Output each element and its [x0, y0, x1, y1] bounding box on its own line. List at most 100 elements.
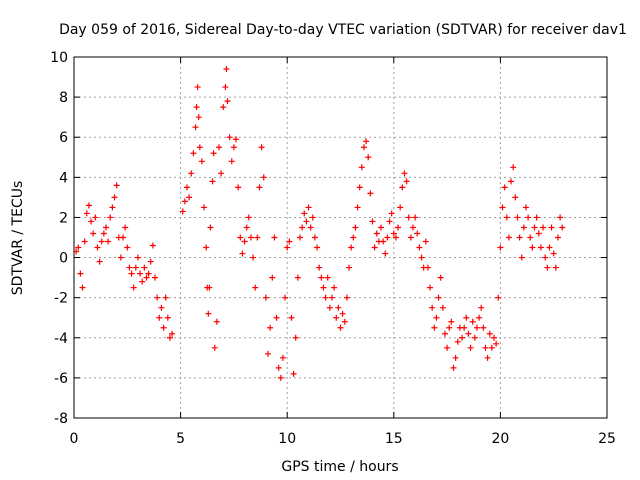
- y-tick-label: -6: [54, 371, 68, 387]
- data-points: [73, 66, 566, 381]
- y-tick-label: -8: [54, 411, 68, 427]
- data-point: [386, 218, 393, 225]
- data-point: [83, 210, 90, 217]
- data-point: [527, 234, 534, 241]
- data-point: [309, 214, 316, 221]
- data-point: [537, 244, 544, 251]
- data-point: [503, 214, 510, 221]
- data-point: [250, 254, 257, 261]
- data-point: [550, 250, 557, 257]
- data-point: [162, 294, 169, 301]
- data-point: [395, 224, 402, 231]
- data-point: [510, 164, 517, 171]
- data-point: [188, 170, 195, 177]
- data-point: [356, 184, 363, 191]
- data-point: [120, 234, 127, 241]
- data-point: [113, 182, 120, 189]
- data-point: [145, 270, 152, 277]
- data-point: [213, 318, 220, 325]
- axis-ticks: [73, 56, 608, 419]
- data-point: [75, 244, 82, 251]
- chart-title: Day 059 of 2016, Sidereal Day-to-day VTE…: [59, 22, 627, 38]
- data-point: [209, 178, 216, 185]
- data-point: [484, 354, 491, 361]
- data-point: [392, 234, 399, 241]
- data-point: [211, 344, 218, 351]
- data-point: [288, 314, 295, 321]
- data-point: [152, 274, 159, 281]
- data-point: [243, 224, 250, 231]
- data-point: [169, 330, 176, 337]
- y-tick-label: 2: [59, 210, 68, 226]
- data-point: [435, 294, 442, 301]
- data-point: [195, 114, 202, 121]
- data-point: [378, 224, 385, 231]
- data-point: [124, 244, 131, 251]
- data-point: [160, 324, 167, 331]
- data-point: [486, 330, 493, 337]
- data-point: [467, 344, 474, 351]
- data-point: [128, 270, 135, 277]
- data-point: [303, 218, 310, 225]
- data-point: [201, 204, 208, 211]
- data-point: [109, 204, 116, 211]
- data-point: [218, 170, 225, 177]
- data-point: [380, 238, 387, 245]
- data-point: [318, 274, 325, 281]
- data-point: [275, 364, 282, 371]
- data-point: [290, 370, 297, 377]
- x-tick-label: 15: [385, 431, 403, 447]
- data-point: [465, 330, 472, 337]
- x-tick-label: 5: [176, 431, 185, 447]
- data-point: [139, 278, 146, 285]
- data-point: [296, 234, 303, 241]
- data-point: [194, 84, 201, 91]
- data-point: [271, 234, 278, 241]
- data-point: [331, 284, 338, 291]
- data-point: [314, 244, 321, 251]
- data-point: [488, 344, 495, 351]
- data-point: [557, 214, 564, 221]
- data-point: [241, 238, 248, 245]
- data-point: [469, 318, 476, 325]
- x-tick-label: 20: [491, 431, 509, 447]
- data-point: [437, 274, 444, 281]
- data-point: [403, 178, 410, 185]
- data-point: [390, 230, 397, 237]
- data-point: [77, 270, 84, 277]
- y-tick-label: 10: [50, 50, 68, 66]
- data-point: [286, 238, 293, 245]
- data-point: [520, 224, 527, 231]
- data-point: [463, 314, 470, 321]
- data-point: [326, 304, 333, 311]
- data-point: [81, 238, 88, 245]
- data-point: [493, 340, 500, 347]
- data-point: [328, 294, 335, 301]
- data-point: [196, 144, 203, 151]
- y-tick-label: -2: [54, 291, 68, 307]
- data-point: [414, 230, 421, 237]
- data-point: [179, 208, 186, 215]
- data-point: [220, 104, 227, 111]
- data-point: [233, 136, 240, 143]
- data-point: [147, 258, 154, 265]
- data-point: [143, 274, 150, 281]
- data-point: [450, 364, 457, 371]
- data-point: [245, 214, 252, 221]
- y-axis-label: SDTVAR / TECUs: [10, 181, 26, 296]
- data-point: [522, 204, 529, 211]
- data-point: [384, 234, 391, 241]
- data-point: [552, 264, 559, 271]
- data-point: [260, 174, 267, 181]
- data-point: [111, 194, 118, 201]
- data-point: [354, 204, 361, 211]
- data-point: [471, 334, 478, 341]
- data-point: [358, 164, 365, 171]
- data-point: [444, 344, 451, 351]
- data-point: [247, 234, 254, 241]
- data-point: [441, 330, 448, 337]
- data-point: [412, 214, 419, 221]
- data-point: [100, 230, 107, 237]
- data-point: [96, 258, 103, 265]
